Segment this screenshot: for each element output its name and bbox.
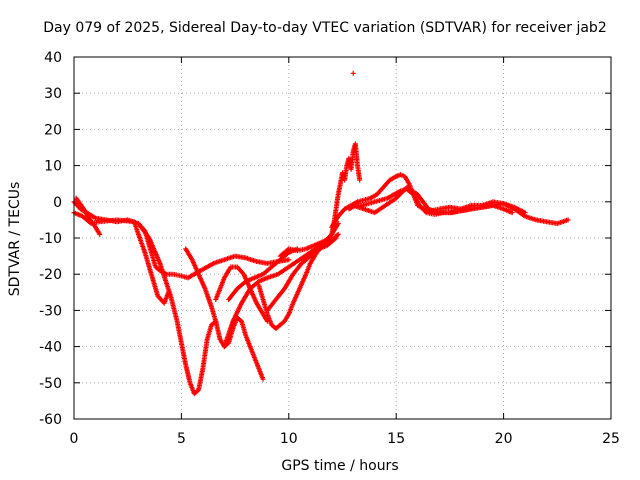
grid bbox=[74, 57, 611, 419]
y-axis-label: SDTVAR / TECUs bbox=[7, 182, 23, 297]
x-tick-label: 25 bbox=[602, 431, 620, 447]
y-tick-label: 30 bbox=[44, 86, 62, 102]
x-tick-label: 0 bbox=[70, 431, 79, 447]
x-tick-label: 10 bbox=[280, 431, 298, 447]
data-point bbox=[286, 257, 292, 263]
data-point bbox=[333, 235, 339, 241]
tick-labels: 0 5 10 15 20 25 -60 -50 -40 -30 -20 -10 0 10 20 30 40 bbox=[39, 50, 620, 447]
y-tick-label: 20 bbox=[44, 122, 62, 138]
y-tick-label: -10 bbox=[39, 231, 62, 247]
y-tick-label: -50 bbox=[39, 376, 62, 392]
y-tick-label: -30 bbox=[39, 303, 62, 319]
chart-title: Day 079 of 2025, Sidereal Day-to-day VTE… bbox=[43, 20, 606, 36]
x-tick-label: 15 bbox=[387, 431, 405, 447]
y-tick-label: -60 bbox=[39, 412, 62, 428]
x-tick-label: 5 bbox=[177, 431, 186, 447]
data-point bbox=[522, 210, 528, 216]
x-tick-label: 20 bbox=[495, 431, 513, 447]
data-point bbox=[357, 177, 363, 183]
y-tick-label: -20 bbox=[39, 267, 62, 283]
data-point bbox=[260, 376, 266, 382]
y-tick-label: 10 bbox=[44, 159, 62, 175]
data-point bbox=[509, 210, 515, 216]
data-point bbox=[97, 231, 103, 237]
data-points bbox=[71, 70, 571, 397]
data-point bbox=[565, 217, 571, 223]
data-point bbox=[335, 231, 341, 237]
y-tick-label: 0 bbox=[53, 195, 62, 211]
y-tick-label: 40 bbox=[44, 50, 62, 66]
plot-frame bbox=[73, 56, 612, 420]
y-tick-label: -40 bbox=[39, 340, 62, 356]
data-point bbox=[350, 70, 356, 76]
x-axis-label: GPS time / hours bbox=[281, 458, 398, 474]
